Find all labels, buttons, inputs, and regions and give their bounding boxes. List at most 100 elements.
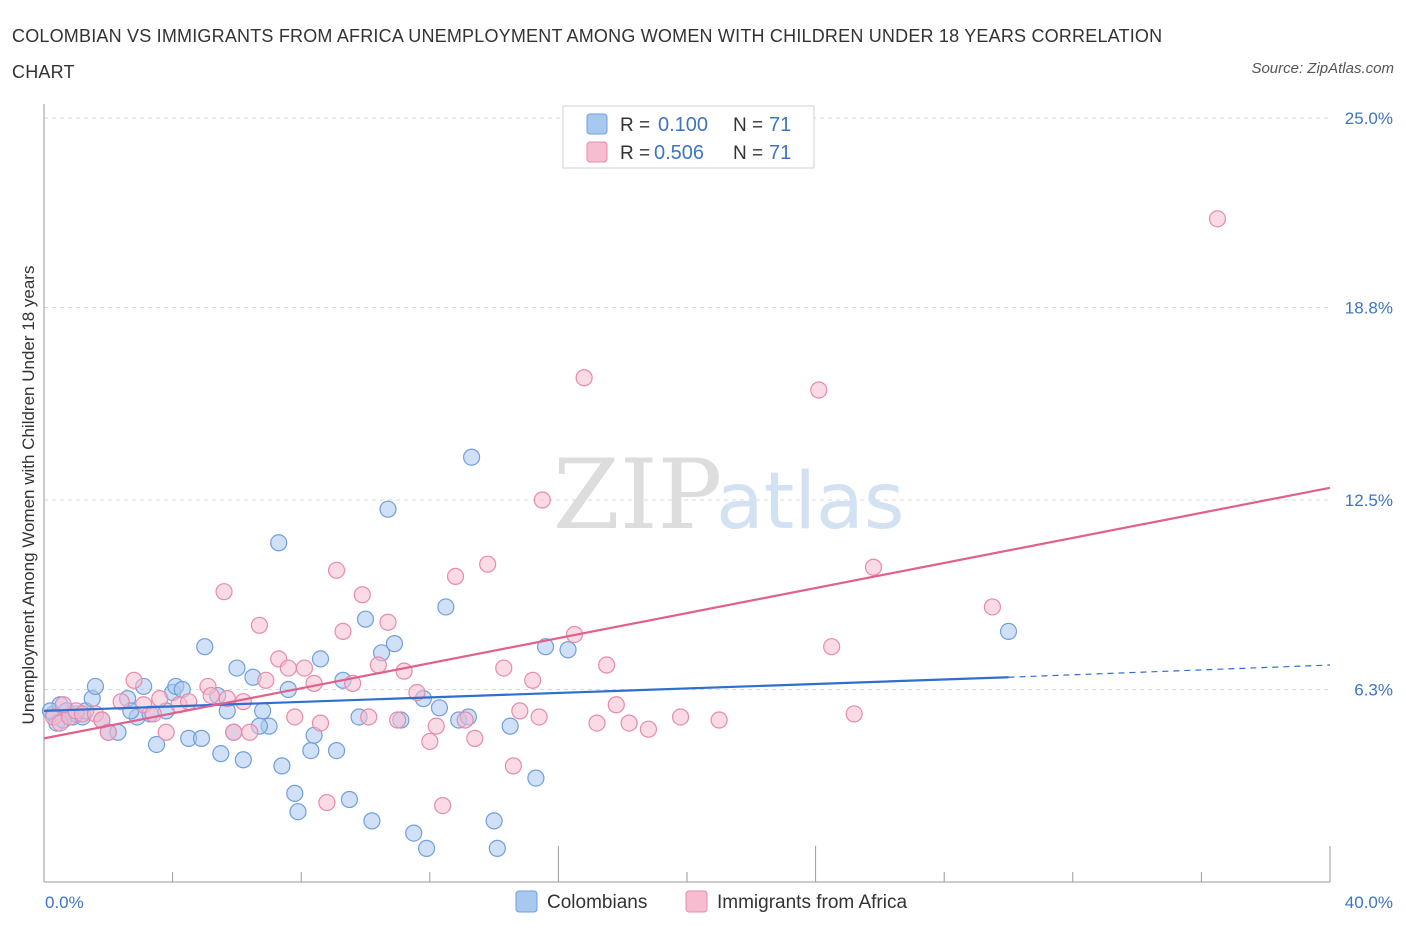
africa-point xyxy=(112,693,130,711)
africa-point xyxy=(639,720,658,738)
colombians-point xyxy=(270,534,288,552)
africa-point xyxy=(530,708,548,726)
africa-point xyxy=(54,696,72,714)
africa-point xyxy=(607,696,625,714)
colombians-point xyxy=(462,448,481,466)
legend-box: R = 0.100 N = 71 R = 0.506 N = 71 xyxy=(562,105,815,169)
legend-r-value: 0.506 xyxy=(654,142,704,164)
africa-point xyxy=(1208,210,1227,228)
africa-point xyxy=(250,616,269,634)
legend-swatch-africa xyxy=(586,141,608,163)
colombians-point xyxy=(536,638,555,656)
africa-point xyxy=(311,714,330,732)
africa-point xyxy=(524,671,542,689)
legend-r-value: 0.100 xyxy=(658,114,708,136)
africa-point xyxy=(511,702,529,720)
colombians-point xyxy=(501,717,519,735)
legend-n-label: N = xyxy=(733,115,763,136)
africa-point xyxy=(427,717,445,735)
colombians-point xyxy=(302,741,320,760)
y-tick-label: 6.3% xyxy=(1354,680,1393,699)
legend-n-value: 71 xyxy=(769,142,791,164)
africa-point xyxy=(305,674,323,692)
legend-r-label: R = xyxy=(620,115,650,136)
colombians-point xyxy=(488,839,506,857)
colombians-point xyxy=(430,699,449,717)
colombians-point xyxy=(234,751,252,769)
colombians-point xyxy=(273,757,291,775)
colombians-trend-extension xyxy=(1008,664,1331,678)
colombians-point xyxy=(254,702,272,720)
africa-point xyxy=(671,708,690,726)
colombians-point xyxy=(212,745,230,763)
colombians-point xyxy=(228,659,246,677)
africa-point xyxy=(575,369,593,387)
bottom-legend-label-colombians: Colombians xyxy=(547,892,647,913)
africa-point xyxy=(286,708,304,726)
africa-point xyxy=(421,732,439,751)
africa-point xyxy=(215,583,233,601)
legend-r-label: R = xyxy=(620,143,650,164)
africa-point xyxy=(369,656,387,674)
colombians-point xyxy=(405,824,423,842)
africa-point xyxy=(456,711,474,729)
legend-n-value: 71 xyxy=(769,114,791,136)
colombians-point xyxy=(559,641,577,659)
africa-point xyxy=(504,757,522,775)
africa-point xyxy=(241,723,259,741)
chart-title: COLOMBIAN VS IMMIGRANTS FROM AFRICA UNEM… xyxy=(12,26,1163,82)
colombians-point xyxy=(311,650,330,668)
africa-point xyxy=(810,381,828,399)
africa-point xyxy=(533,491,551,509)
colombians-point xyxy=(356,610,375,628)
colombians-point xyxy=(289,803,307,821)
africa-point xyxy=(279,659,297,677)
africa-point xyxy=(408,683,426,702)
africa-point xyxy=(845,705,863,723)
africa-point xyxy=(353,586,371,604)
colombians-point xyxy=(379,500,397,518)
colombians-point xyxy=(363,812,381,830)
colombians-point xyxy=(327,741,346,760)
colombians-point xyxy=(527,769,545,787)
watermark: ZIP atlas xyxy=(553,439,905,551)
source-label: Source: ZipAtlas.com xyxy=(1251,60,1394,77)
y-tick-label: 18.8% xyxy=(1345,298,1393,317)
africa-point xyxy=(202,686,220,705)
colombians-point xyxy=(417,839,436,857)
colombians-point xyxy=(286,784,304,802)
legend-n-label: N = xyxy=(733,143,763,164)
colombians-point xyxy=(192,729,211,747)
africa-point xyxy=(151,690,169,708)
bottom-legend: Colombians Immigrants from Africa xyxy=(515,890,907,913)
africa-point xyxy=(588,714,606,732)
africa-point xyxy=(327,561,346,579)
trend-layer xyxy=(43,486,1331,740)
colombians-point xyxy=(999,622,1018,641)
bottom-legend-label-africa: Immigrants from Africa xyxy=(717,892,907,913)
africa-point xyxy=(257,671,275,689)
africa-point xyxy=(360,708,378,726)
africa-point xyxy=(99,723,117,741)
africa-point xyxy=(180,693,198,711)
colombians-point xyxy=(340,790,359,809)
africa-point xyxy=(225,723,243,741)
africa-point xyxy=(823,638,841,656)
colombians-point xyxy=(437,598,455,616)
africa-point xyxy=(710,711,728,729)
africa-point xyxy=(379,613,397,631)
grid-layer: 6.3% 12.5% 18.8% 25.0% xyxy=(44,109,1393,699)
africa-point xyxy=(495,659,513,677)
watermark-zip: ZIP xyxy=(553,439,722,551)
africa-point xyxy=(318,793,336,812)
africa-point xyxy=(434,796,452,815)
watermark-atlas: atlas xyxy=(716,457,905,547)
africa-point xyxy=(295,659,314,677)
africa-point xyxy=(125,671,143,689)
africa-point xyxy=(389,711,407,729)
africa-point xyxy=(395,662,413,680)
y-tick-label: 25.0% xyxy=(1345,109,1393,128)
colombians-trend-line xyxy=(43,676,1009,712)
colombians-point xyxy=(485,812,503,830)
